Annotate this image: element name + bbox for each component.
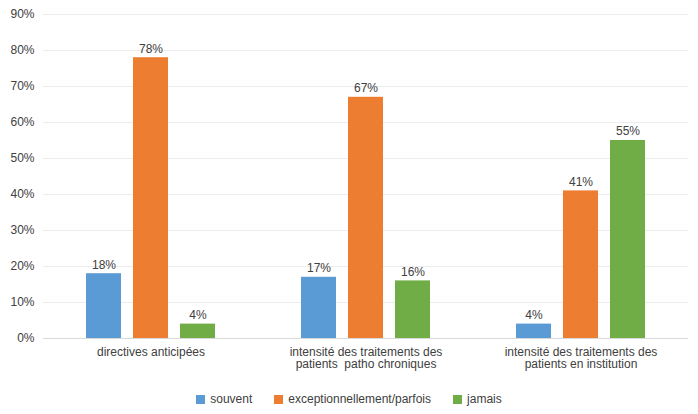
svg-text:67%: 67%	[354, 81, 378, 95]
svg-text:intensité des traitements desp: intensité des traitements despatients pa…	[290, 345, 443, 371]
svg-text:18%: 18%	[92, 258, 116, 272]
svg-text:4%: 4%	[525, 308, 543, 322]
svg-text:60%: 60%	[10, 115, 34, 129]
svg-text:41%: 41%	[569, 175, 593, 189]
svg-text:directives anticipées: directives anticipées	[97, 345, 205, 359]
svg-text:50%: 50%	[10, 151, 34, 165]
svg-text:20%: 20%	[10, 259, 34, 273]
svg-text:80%: 80%	[10, 43, 34, 57]
svg-text:intensité des traitements desp: intensité des traitements despatients en…	[505, 345, 658, 371]
svg-text:90%: 90%	[10, 7, 34, 21]
svg-text:55%: 55%	[616, 124, 640, 138]
svg-text:4%: 4%	[189, 308, 207, 322]
svg-text:16%: 16%	[401, 265, 425, 279]
svg-text:40%: 40%	[10, 187, 34, 201]
html-text:jamais: jamais	[467, 392, 502, 406]
svg-text:17%: 17%	[307, 261, 331, 275]
html-text:souvent: souvent	[210, 392, 253, 406]
svg-text:78%: 78%	[139, 42, 163, 56]
html-text:exceptionnellement/parfois: exceptionnellement/parfois	[288, 392, 431, 406]
svg-text:30%: 30%	[10, 223, 34, 237]
svg-text:0%: 0%	[17, 331, 35, 345]
svg-text:10%: 10%	[10, 295, 34, 309]
svg-text:70%: 70%	[10, 79, 34, 93]
